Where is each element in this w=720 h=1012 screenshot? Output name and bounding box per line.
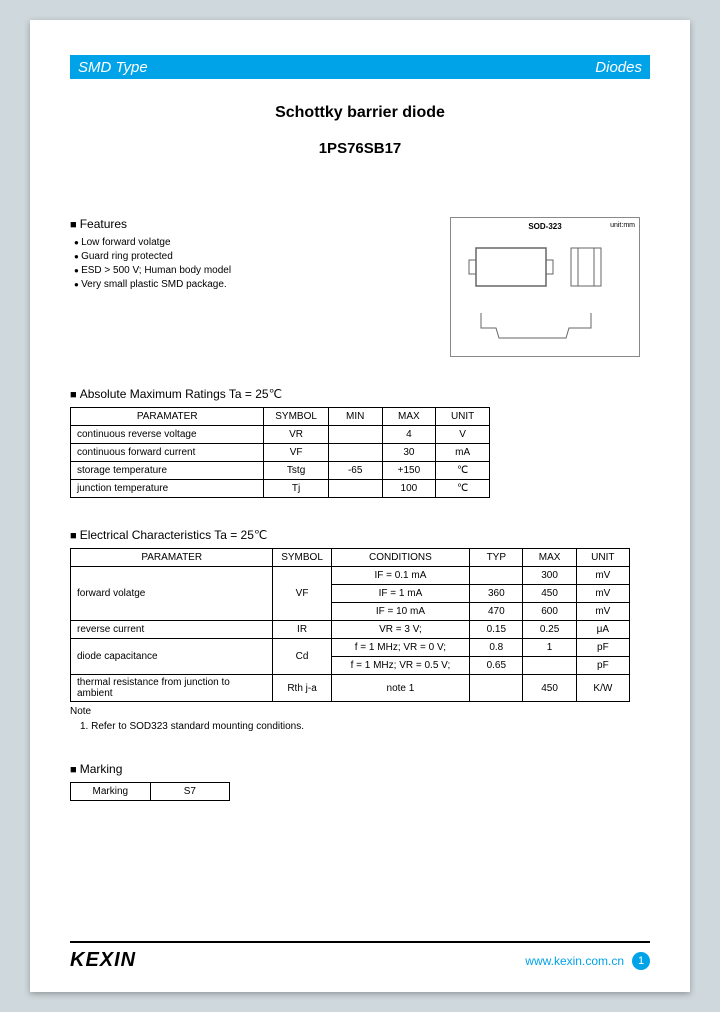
feature-item: Very small plastic SMD package.: [74, 279, 450, 290]
col-max: MAX: [382, 408, 436, 426]
table-row: Marking S7: [71, 783, 230, 801]
marking-label: Marking: [71, 783, 151, 801]
features-heading: Features: [70, 217, 450, 231]
abs-max-heading: Absolute Maximum Ratings Ta = 25℃: [70, 387, 650, 401]
marking-table: Marking S7: [70, 782, 230, 801]
table-row: forward volatgeVFIF = 0.1 mA300mV: [71, 567, 630, 585]
table-header-row: PARAMATER SYMBOL CONDITIONS TYP MAX UNIT: [71, 549, 630, 567]
col-conditions: CONDITIONS: [331, 549, 470, 567]
feature-item: Low forward volatge: [74, 237, 450, 248]
brand-logo: KEXIN: [70, 949, 136, 972]
col-unit: UNIT: [436, 408, 490, 426]
col-typ: TYP: [470, 549, 523, 567]
page-number: 1: [632, 952, 650, 970]
package-diagram: SOD-323 unit:mm: [450, 217, 640, 357]
marking-heading: Marking: [70, 762, 650, 776]
col-symbol: SYMBOL: [273, 549, 331, 567]
marking-value: S7: [150, 783, 229, 801]
abs-max-table: PARAMATER SYMBOL MIN MAX UNIT continuous…: [70, 407, 490, 498]
elec-table: PARAMATER SYMBOL CONDITIONS TYP MAX UNIT…: [70, 548, 630, 702]
note-label: Note: [70, 706, 650, 717]
note-text: 1. Refer to SOD323 standard mounting con…: [70, 721, 650, 732]
header-bar: SMD Type Diodes: [70, 55, 650, 79]
feature-item: Guard ring protected: [74, 251, 450, 262]
features-list: Low forward volatge Guard ring protected…: [70, 237, 450, 290]
col-min: MIN: [328, 408, 382, 426]
part-number: 1PS76SB17: [70, 140, 650, 157]
table-header-row: PARAMATER SYMBOL MIN MAX UNIT: [71, 408, 490, 426]
table-row: diode capacitanceCdf = 1 MHz; VR = 0 V;0…: [71, 639, 630, 657]
col-symbol: SYMBOL: [264, 408, 328, 426]
footer-url: www.kexin.com.cn: [525, 954, 624, 968]
table-row: continuous reverse voltageVR4V: [71, 426, 490, 444]
col-unit: UNIT: [576, 549, 629, 567]
footer: KEXIN www.kexin.com.cn 1: [70, 941, 650, 972]
col-parameter: PARAMATER: [71, 408, 264, 426]
title-block: Schottky barrier diode 1PS76SB17: [70, 104, 650, 157]
table-row: thermal resistance from junction to ambi…: [71, 675, 630, 702]
header-left: SMD Type: [78, 59, 148, 76]
table-row: storage temperatureTstg-65+150℃: [71, 462, 490, 480]
product-title: Schottky barrier diode: [70, 104, 650, 122]
header-right: Diodes: [595, 59, 642, 76]
table-row: continuous forward currentVF30mA: [71, 444, 490, 462]
feature-item: ESD > 500 V; Human body model: [74, 265, 450, 276]
package-outline-icon: [451, 218, 641, 358]
col-parameter: PARAMATER: [71, 549, 273, 567]
table-row: reverse currentIRVR = 3 V;0.150.25μA: [71, 621, 630, 639]
datasheet-page: SMD Type Diodes Schottky barrier diode 1…: [30, 20, 690, 992]
col-max: MAX: [523, 549, 576, 567]
elec-heading: Electrical Characteristics Ta = 25℃: [70, 528, 650, 542]
table-row: junction temperatureTj100℃: [71, 480, 490, 498]
